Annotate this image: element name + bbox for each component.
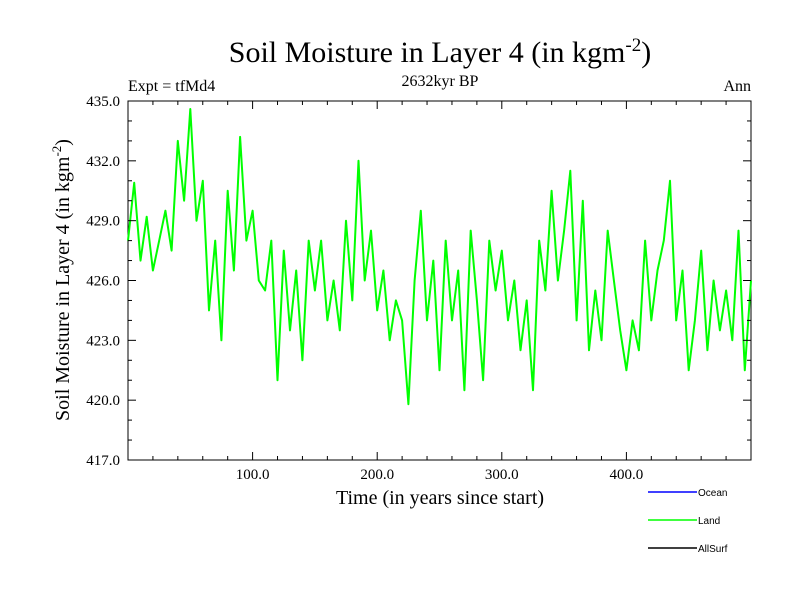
y-axis: 417.0 420.0 423.0 426.0 429.0 432.0 435.0 [86,94,751,469]
experiment-label: Expt = tfMd4 [128,78,215,95]
series-line-land [127,108,752,406]
x-tick-label: 200.0 [360,467,394,483]
y-tick-label: 432.0 [86,154,120,170]
season-label: Ann [723,78,751,95]
y-tick-label: 423.0 [86,333,120,349]
y-tick-label: 420.0 [86,393,120,409]
x-tick-label: 100.0 [236,467,270,483]
y-tick-label: 435.0 [86,94,120,110]
chart-title: Soil Moisture in Layer 4 (in kgm-2) [229,35,651,69]
x-axis-title: Time (in years since start) [336,487,544,509]
series-layer [127,108,752,406]
plot-frame [127,100,752,461]
y-tick-label: 426.0 [86,274,120,290]
y-tick-label: 429.0 [86,214,120,230]
legend-label-allsurf: AllSurf [698,544,728,555]
x-tick-label: 300.0 [485,467,519,483]
legend-label-land: Land [698,516,720,527]
y-tick-label: 417.0 [86,453,120,469]
legend-label-ocean: Ocean [698,488,727,499]
y-axis-title: Soil Moisture in Layer 4 (in kgm-2) [49,139,74,421]
chart-subtitle: 2632kyr BP [402,73,479,90]
x-tick-label: 400.0 [610,467,644,483]
x-axis: 100.0 200.0 300.0 400.0 [152,101,727,483]
legend: Ocean Land AllSurf [648,488,728,555]
